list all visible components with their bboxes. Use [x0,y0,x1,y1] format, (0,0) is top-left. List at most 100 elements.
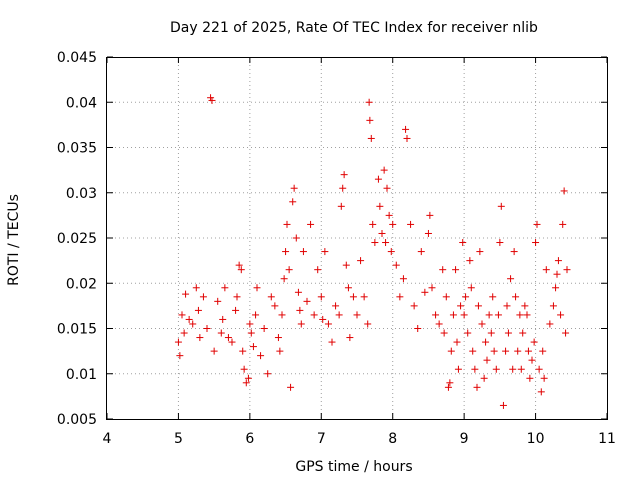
data-point [512,293,520,301]
data-point [303,297,311,305]
y-tick-label: 0.015 [57,322,97,338]
data-point [537,388,545,396]
data-point [378,229,386,237]
data-point [533,220,541,228]
data-point [392,261,400,269]
data-point [492,365,500,373]
data-point [530,338,538,346]
data-point [464,329,472,337]
data-point [503,302,511,310]
data-point [249,343,257,351]
data-point [382,239,390,247]
ticks-layer: 4 5 6 7 8 9 10 11 0.005 0.01 0.015 0.02 0.025 0.03 0.0… [57,50,616,447]
data-point [494,311,502,319]
data-point [497,202,505,210]
data-point [478,320,486,328]
x-tick-label: 6 [245,431,254,447]
data-point [426,211,434,219]
data-point [487,329,495,337]
data-point [235,261,243,269]
data-point [299,248,307,256]
data-point [244,374,252,382]
y-tick-label: 0.02 [66,276,97,292]
data-point [253,284,261,292]
data-point [553,270,561,278]
data-point [360,293,368,301]
data-point [271,302,279,310]
grid-layer [107,57,607,419]
data-point [310,311,318,319]
data-point [233,293,241,301]
data-point [442,293,450,301]
data-point [364,320,372,328]
data-point [199,293,207,301]
data-point [383,184,391,192]
data-point [407,220,415,228]
data-point [421,288,429,296]
y-tick-label: 0.035 [57,141,97,157]
data-point [219,315,227,323]
data-point [290,184,298,192]
data-point [539,347,547,355]
data-point [502,347,510,355]
data-point [232,306,240,314]
data-point [365,98,373,106]
data-point [473,383,481,391]
data-point [321,248,329,256]
data-point [353,311,361,319]
data-point [560,187,568,195]
data-point [403,134,411,142]
data-point [194,306,202,314]
data-point [260,325,268,332]
data-point [454,365,462,373]
data-point [528,356,536,364]
data-point [340,171,348,179]
data-point [228,338,236,346]
y-tick-label: 0.01 [66,367,97,383]
data-point [459,239,467,247]
data-point [374,175,382,183]
x-tick-label: 10 [527,431,545,447]
data-point [435,320,443,328]
data-point [344,284,352,292]
data-point [457,302,465,310]
data-point [192,284,200,292]
data-point [540,374,548,382]
data-point [264,370,272,378]
data-point [410,302,418,310]
data-point [496,239,504,247]
data-point [385,211,393,219]
data-point [516,311,524,319]
data-point [217,329,225,337]
data-point [562,329,570,337]
data-point [342,261,350,269]
data-point [297,320,305,328]
data-point [476,248,484,256]
data-point [559,220,567,228]
data-point [335,311,343,319]
x-tick-label: 7 [317,431,326,447]
data-point [389,220,397,228]
data-point [447,347,455,355]
data-point [182,290,190,298]
data-point [285,266,293,274]
data-point [257,352,265,360]
data-point [357,257,365,265]
data-point [469,347,477,355]
data-point [399,275,407,283]
data-point [428,284,436,292]
data-point [176,352,184,360]
data-point [314,266,322,274]
data-point [532,239,540,247]
data-point [239,347,247,355]
data-point [203,325,211,332]
data-point [189,320,197,328]
x-tick-label: 5 [174,431,183,447]
data-point [278,311,286,319]
data-point [274,334,282,342]
data-point [366,116,374,124]
data-point [396,293,404,301]
data-point [280,275,288,283]
data-point [546,320,554,328]
